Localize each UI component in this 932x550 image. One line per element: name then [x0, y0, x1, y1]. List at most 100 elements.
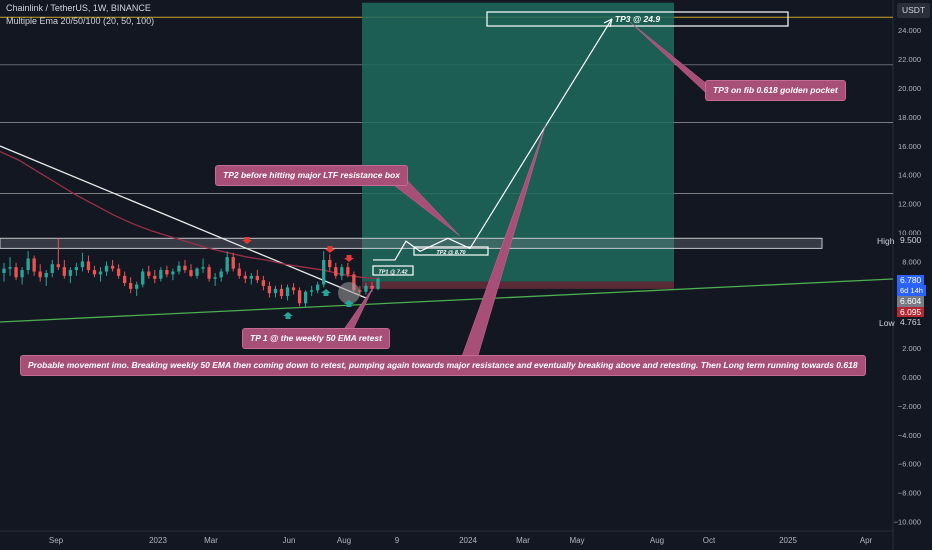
sell-arrow-icon — [325, 246, 335, 253]
candle-body — [14, 267, 18, 278]
candle-body — [80, 261, 85, 268]
candle-body — [309, 290, 314, 292]
candle-body — [92, 270, 97, 275]
high-value: 9.500 — [897, 235, 925, 246]
tp2-note-callout: TP2 before hitting major LTF resistance … — [215, 165, 408, 186]
time-tick-label: 2025 — [779, 536, 797, 545]
time-tick-label: Mar — [516, 536, 530, 545]
time-tick-label: Oct — [703, 536, 716, 545]
time-tick-label: 2023 — [149, 536, 167, 545]
candle-body — [74, 267, 79, 271]
price-tick-label: −4.000 — [898, 431, 921, 440]
candle-body — [291, 287, 296, 291]
currency-label[interactable]: USDT — [897, 3, 931, 18]
price-tick-label: 16.000 — [898, 142, 921, 151]
resistance-box — [0, 237, 823, 249]
candle-body — [38, 271, 42, 278]
candle-body — [159, 270, 163, 279]
time-tick-label: Mar — [204, 536, 218, 545]
time-tick-label: Apr — [860, 536, 873, 545]
candle-body — [32, 258, 36, 272]
candle-body — [2, 268, 6, 273]
tp1-box — [372, 265, 414, 276]
price-tick-label: 2.000 — [902, 344, 921, 353]
time-tick-label: Sep — [49, 536, 64, 545]
candle-body — [177, 265, 181, 272]
price-tick-label: 18.000 — [898, 113, 921, 122]
sell-arrow-icon — [242, 237, 252, 244]
candle-body — [122, 275, 127, 284]
candle-body — [153, 275, 157, 279]
candle-body — [322, 259, 326, 285]
time-tick-label: 9 — [395, 536, 400, 545]
price-tick-label: 8.000 — [902, 257, 921, 266]
price-tick-label: −2.000 — [898, 402, 921, 411]
candle-body — [273, 288, 278, 294]
candle-body — [297, 290, 302, 304]
candle-body — [267, 285, 272, 294]
tp2-box — [413, 246, 489, 256]
price-tick-label: −10.000 — [894, 518, 921, 527]
current-price-marker: 6.780 — [897, 275, 925, 286]
high-label: High — [877, 236, 895, 246]
candle-body — [219, 271, 223, 278]
candle-body — [370, 285, 374, 289]
candle-body — [56, 264, 60, 268]
ema-line — [0, 150, 381, 280]
candle-body — [376, 278, 380, 289]
time-tick-label: May — [569, 536, 584, 545]
downtrend-line — [0, 145, 367, 299]
candle-body — [147, 271, 151, 276]
candle-body — [183, 265, 187, 271]
low-value: 4.761 — [897, 317, 925, 328]
candle-body — [358, 290, 362, 292]
bar-countdown: 6d 14h — [897, 285, 926, 296]
candle-body — [316, 284, 320, 291]
ema-value-marker: 6.604 — [897, 296, 925, 307]
candle-body — [189, 270, 193, 276]
price-tick-label: 0.000 — [902, 373, 921, 382]
tp3-note-callout: TP3 on fib 0.618 golden pocket — [705, 80, 846, 101]
candle-body — [141, 271, 145, 285]
candle-body — [98, 271, 103, 275]
price-tick-label: 10.000 — [898, 229, 921, 238]
price-tick-label: −8.000 — [898, 489, 921, 498]
indicator-legend[interactable]: Multiple Ema 20/50/100 (20, 50, 100) — [6, 16, 155, 26]
time-tick-label: Aug — [337, 536, 351, 545]
candle-body — [279, 288, 284, 297]
tp1-note-callout: TP 1 @ the weekly 50 EMA retest — [242, 328, 390, 349]
candle-body — [26, 258, 30, 271]
candle-body — [213, 277, 217, 279]
retest-highlight — [338, 282, 360, 304]
tp3-box — [486, 11, 789, 27]
candle-body — [303, 291, 308, 304]
candle-body — [8, 267, 12, 269]
buy-arrow-icon — [344, 300, 354, 307]
sell-arrow-icon — [344, 255, 354, 262]
candle-body — [116, 268, 121, 276]
candle-body — [328, 259, 332, 268]
projection-path — [373, 18, 613, 261]
low-label: Low — [879, 318, 895, 328]
tp3-box-label: TP3 @ 24.9 — [615, 14, 660, 24]
candle-body — [346, 267, 350, 275]
candle-body — [231, 257, 235, 269]
price-tick-label: 14.000 — [898, 171, 921, 180]
candle-body — [243, 275, 247, 279]
candle-body — [261, 280, 266, 286]
candle-body — [364, 285, 368, 292]
candle-body — [352, 274, 356, 291]
candle-body — [340, 267, 344, 276]
candle-body — [201, 267, 205, 269]
summary-callout: Probable movement imo. Breaking weekly 5… — [20, 355, 866, 376]
price-tick-label: 20.000 — [898, 84, 921, 93]
candle-body — [207, 267, 211, 279]
candle-body — [225, 257, 229, 272]
buy-arrow-icon — [321, 289, 331, 296]
candle-body — [195, 268, 199, 276]
symbol-title: Chainlink / TetherUS, 1W, BINANCE — [6, 3, 151, 13]
time-tick-label: Jun — [283, 536, 296, 545]
candle-body — [135, 284, 139, 289]
